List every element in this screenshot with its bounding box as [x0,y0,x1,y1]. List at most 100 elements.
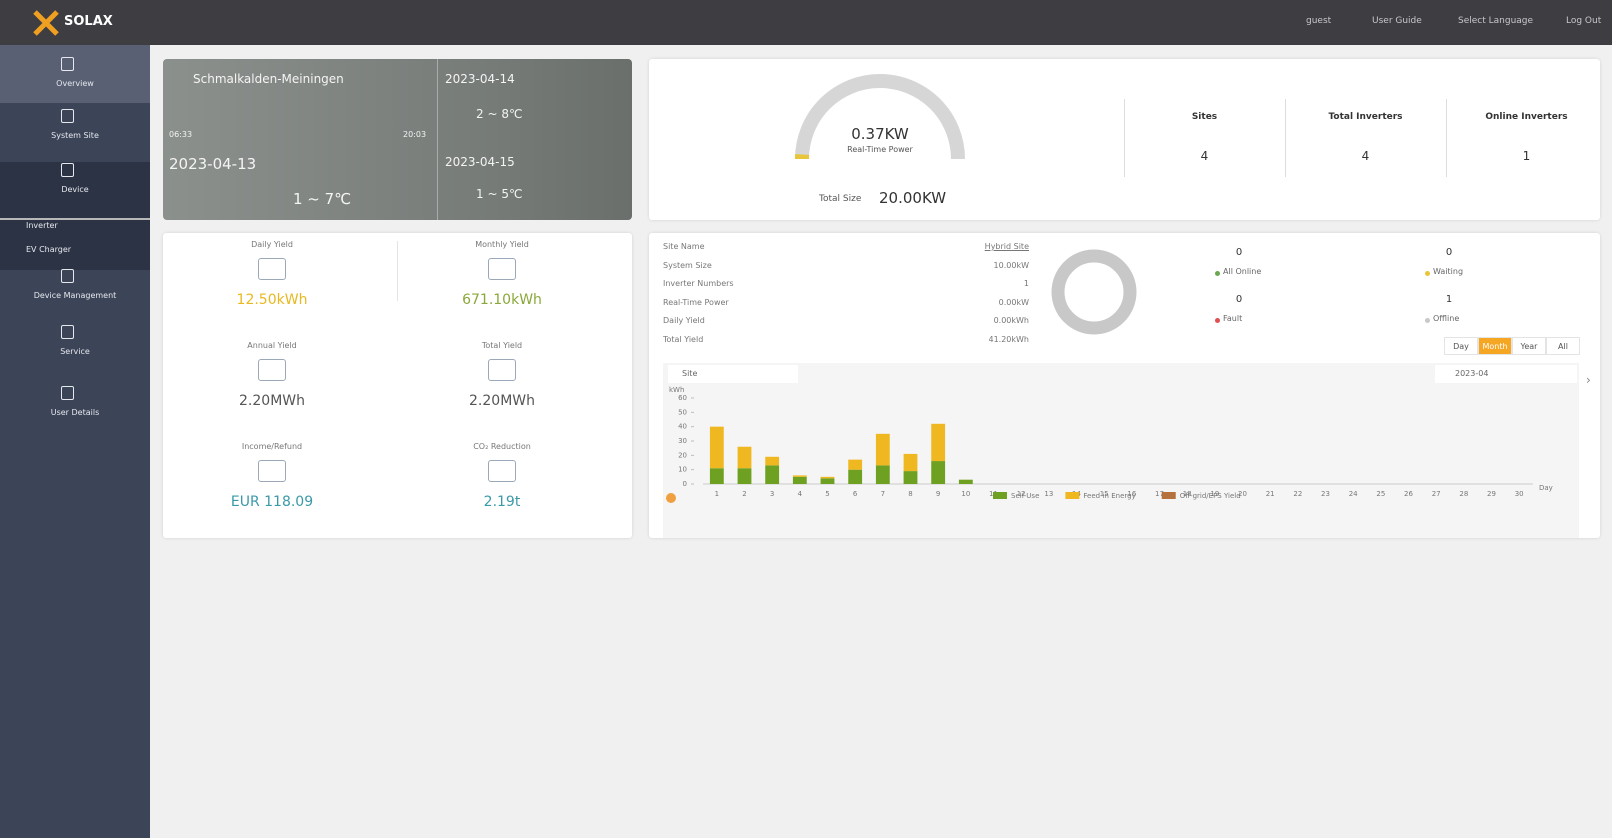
nav-item[interactable]: Inverter [26,221,58,230]
status-dot [1425,318,1430,323]
x-tick-label: 21 [1266,490,1275,498]
info-label: Total Yield [663,335,704,344]
yield-icon [488,258,516,280]
gauge-value: 0.37KW [851,125,909,143]
stat-label: Online Inverters [1485,112,1568,122]
nav-item[interactable]: EV Charger [26,245,72,254]
power-card: 0.37KW Real-Time Power Total Size 20.00K… [649,59,1600,220]
stat-label: Total Inverters [1328,112,1403,122]
bar-segment [820,476,835,479]
info-value: 1 [1023,279,1029,289]
size-title: Total Size [819,194,862,204]
yield-card: Daily Yield 12.50kWh Monthly Yield 671.10kW… [163,233,632,538]
chart-icon [666,493,676,503]
divider [1285,99,1286,177]
yield-label: Daily Yield [251,240,293,249]
y-axis-label: kWh [669,386,684,394]
size-value: 20.00KW [879,189,947,207]
gauge [795,74,965,160]
bar-segment [737,446,752,469]
bar-segment [848,469,863,484]
yield-icon [488,359,516,381]
nav-icon [61,269,74,283]
x-tick-label: 23 [1321,490,1330,498]
bar-segment [792,475,807,477]
nav-icon [61,325,74,339]
date-select[interactable]: 2023-04 [1435,365,1577,383]
sunset: 20:03 [403,130,427,139]
range-tab[interactable]: All [1546,337,1580,355]
bar-segment [931,461,946,484]
yield-label: Annual Yield [247,341,297,350]
status-label: All Online [1223,267,1262,276]
next-arrow[interactable]: › [1586,373,1591,387]
bar-segment [709,468,724,484]
nav-item[interactable]: Service [60,347,90,356]
x-tick-label: 24 [1349,490,1358,498]
nav-item[interactable]: Device [61,185,89,194]
range-tab[interactable]: Day [1444,337,1478,355]
nav-item[interactable]: User Details [50,408,100,417]
divider [1124,99,1125,177]
yield-value: 671.10kWh [462,292,542,308]
nav-item[interactable]: System Site [51,131,99,140]
bar-segment [903,453,918,472]
x-tick-label: 26 [1404,490,1413,498]
x-tick-label: 17 [1155,490,1164,498]
y-tick-label: 0 [683,480,687,488]
bar-segment [709,426,724,469]
expanded-item-bg [0,162,150,220]
bar-segment [820,478,835,484]
legend-label: Feed-in Energy [1083,492,1135,500]
x-tick-label: 10 [961,490,970,498]
y-tick-label: 20 [678,451,687,459]
nav-item[interactable]: Device Management [33,291,117,300]
info-label: Site Name [663,242,705,251]
x-tick-label: 13 [1044,490,1053,498]
info-label: Inverter Numbers [663,279,734,289]
logo-mark [33,10,59,36]
status-dot [1215,318,1220,323]
bar-segment [875,465,890,484]
stat-value: 1 [1522,149,1531,163]
active-item-bg [0,45,150,103]
info-label: Daily Yield [663,316,705,326]
x-tick-label: 20 [1238,490,1247,498]
submenu-bg [0,220,150,270]
x-tick-label: 2 [742,490,746,498]
donut-segment [1051,249,1137,335]
status-count: 0 [1235,294,1243,305]
yield-chart: kWhDay0102030405060123456789101112131415… [666,386,1553,503]
bar-segment [875,433,890,466]
x-tick-label: 9 [936,490,940,498]
info-value: Hybrid Site [984,242,1029,251]
x-tick-label: 12 [1017,490,1026,498]
yield-label: Monthly Yield [475,240,529,249]
top-bar: SOLAX guest User Guide Select Language L… [0,0,1612,45]
y-tick-label: 10 [678,466,687,474]
user-guide[interactable]: User Guide [1372,16,1422,26]
user[interactable]: guest [1306,16,1332,26]
language[interactable]: Select Language [1458,16,1534,26]
yield-label: Income/Refund [241,442,303,451]
info-value: 10.00kW [993,260,1029,270]
x-tick-label: 30 [1515,490,1524,498]
status-dot [1425,271,1430,276]
info-label: Real-Time Power [663,297,729,307]
range-tab[interactable]: Month [1478,337,1512,355]
x-tick-label: 3 [770,490,774,498]
status-label: Fault [1223,314,1243,323]
range-tab[interactable]: Year [1512,337,1546,355]
forecast-date: 2023-04-15 [445,155,515,169]
divider [1446,99,1447,177]
sidebar: Overview System Site Device Inverter EV Char… [0,45,150,838]
site-select[interactable]: Site [668,365,798,383]
status-donut [1051,249,1137,335]
y-tick-label: 30 [678,437,687,445]
nav-item[interactable]: Overview [56,79,94,88]
x-tick-label: 15 [1100,490,1109,498]
logout[interactable]: Log Out [1566,16,1602,26]
y-tick-label: 50 [678,408,687,416]
x-axis-label: Day [1539,484,1553,492]
